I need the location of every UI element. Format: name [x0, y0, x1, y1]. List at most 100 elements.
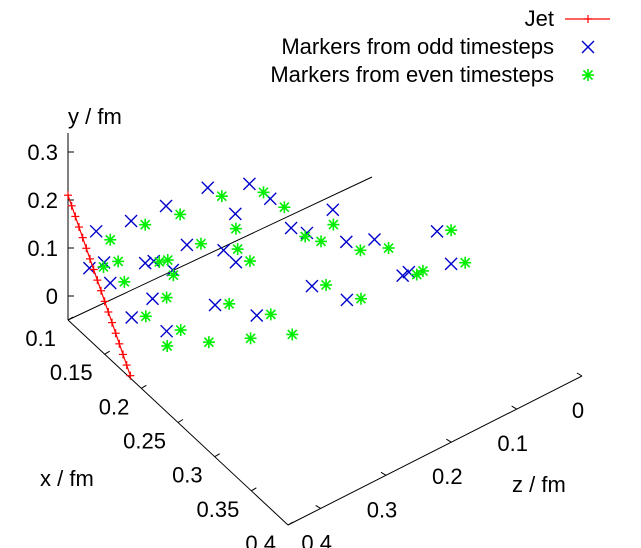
x-tick-mark — [177, 419, 184, 423]
even-marker — [286, 328, 299, 341]
even-marker — [160, 291, 173, 304]
legend-symbol-odd — [581, 40, 595, 54]
odd-marker — [242, 177, 256, 191]
legend-odd-marker — [581, 40, 595, 54]
x-tick-label: 0.2 — [99, 394, 130, 419]
y-tick-labels: 0 0.1 0.2 0.3 — [27, 140, 74, 309]
even-marker — [320, 278, 333, 291]
legend-symbol-even — [582, 69, 594, 81]
x-axis-label: x / fm — [40, 466, 94, 491]
odd-marker — [305, 279, 319, 293]
odd-marker — [103, 276, 117, 290]
z-axis-line — [287, 375, 583, 526]
odd-marker — [125, 310, 139, 324]
jet-marker — [89, 265, 98, 274]
x-tick-mark — [287, 521, 294, 526]
even-marker — [382, 242, 395, 255]
jet-marker — [104, 307, 113, 316]
odd-marker — [284, 221, 298, 235]
even-marker — [459, 256, 472, 269]
even-marker — [139, 218, 152, 231]
odd-marker — [147, 254, 161, 268]
odd-marker — [402, 265, 416, 279]
z-tick-label: 0.1 — [497, 431, 528, 456]
odd-marker — [208, 298, 222, 312]
odd-marker — [180, 238, 194, 252]
even-marker — [257, 186, 270, 199]
z-tick-mark — [315, 505, 321, 509]
jet-marker — [126, 371, 135, 380]
x-tick-label: 0.25 — [123, 429, 166, 454]
y-axis-label: y / fm — [68, 104, 122, 129]
odd-marker — [159, 199, 173, 213]
even-marker — [445, 224, 458, 237]
jet-marker — [64, 191, 72, 200]
jet-marker — [111, 329, 120, 338]
y-tick-label: 0.1 — [27, 236, 58, 261]
jet-marker — [71, 212, 80, 221]
x-tick-mark — [251, 487, 257, 492]
y-tick-label: 0.3 — [27, 140, 58, 165]
even-marker — [104, 233, 117, 246]
even-marker — [354, 292, 367, 305]
z-tick-mark — [380, 471, 387, 476]
z-tick-mark — [446, 438, 452, 443]
x-tick-mark — [104, 350, 110, 355]
odd-marker — [228, 207, 242, 221]
x-tick-mark — [141, 384, 147, 389]
legend: Jet Markers from odd timesteps Markers f… — [270, 6, 610, 87]
odd-marker — [146, 292, 160, 306]
even-marker — [416, 264, 429, 277]
legend-label-even: Markers from even timesteps — [270, 62, 554, 87]
even-marker — [223, 297, 236, 310]
series-even-timesteps — [97, 186, 472, 352]
z-tick-label: 0 — [572, 398, 584, 423]
even-marker — [231, 243, 244, 256]
odd-marker — [326, 203, 340, 217]
series-jet — [64, 191, 135, 380]
x-tick-mark — [67, 316, 74, 321]
jet-marker — [97, 286, 105, 295]
legend-label-odd: Markers from odd timesteps — [281, 34, 554, 59]
odd-marker — [396, 269, 410, 283]
z-tick-labels: 0 0.1 0.2 0.3 0.4 — [301, 372, 584, 548]
axes-frame — [67, 133, 583, 526]
odd-marker — [367, 233, 381, 247]
odd-marker — [89, 224, 103, 238]
legend-symbol-jet — [565, 15, 610, 23]
even-marker — [278, 201, 291, 214]
jet-marker — [115, 339, 124, 348]
x-tick-mark — [214, 453, 220, 458]
jet-marker — [82, 244, 91, 253]
z-tick-label: 0.3 — [367, 497, 398, 522]
even-marker — [299, 230, 312, 243]
even-marker — [215, 190, 228, 203]
odd-marker — [339, 235, 353, 249]
z-tick-label: 0.2 — [432, 464, 463, 489]
even-marker — [153, 255, 166, 268]
jet-line — [67, 195, 131, 376]
jet-marker — [100, 297, 109, 306]
even-marker — [354, 244, 367, 257]
z-tick-mark — [511, 405, 517, 410]
even-marker — [229, 222, 242, 235]
x-tick-label: 0.1 — [25, 326, 56, 351]
x-tick-label: 0.35 — [197, 497, 240, 522]
legend-jet-marker — [584, 15, 592, 23]
even-marker — [315, 235, 328, 248]
jet-marker — [122, 361, 131, 370]
even-marker — [202, 336, 215, 349]
odd-marker — [430, 224, 444, 238]
even-marker — [194, 237, 207, 250]
odd-marker — [138, 256, 152, 270]
jet-marker — [86, 254, 94, 263]
odd-marker — [201, 181, 215, 195]
jet-marker — [93, 276, 102, 285]
z-tick-mark — [576, 372, 583, 377]
jet-marker — [78, 233, 87, 242]
odd-marker — [160, 324, 174, 338]
even-marker — [161, 340, 174, 352]
even-marker — [139, 310, 152, 323]
odd-marker — [250, 309, 264, 323]
